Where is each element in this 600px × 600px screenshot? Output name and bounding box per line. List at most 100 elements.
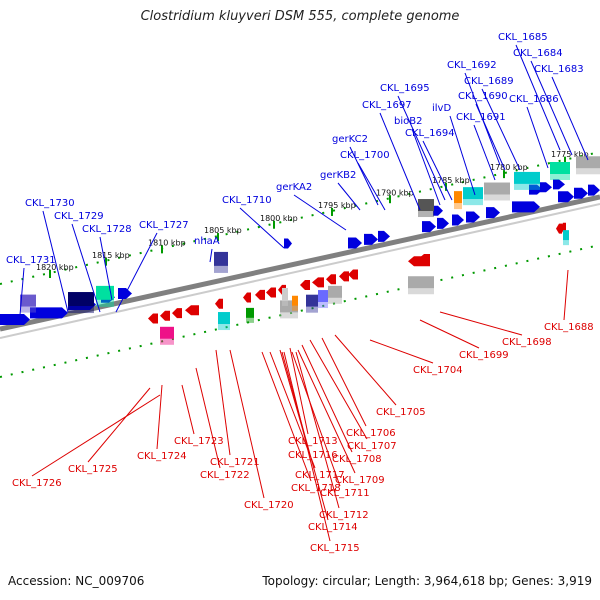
minus-gene-label-ckl_1712: CKL_1712: [319, 510, 369, 521]
minus-gene-arrow: [148, 313, 158, 324]
plus-gene-leader: [411, 128, 441, 206]
plus-gene-leader: [209, 248, 213, 263]
plus-gene-leader: [515, 44, 561, 151]
plus-gene-label-gerka2: gerKA2: [276, 182, 312, 193]
plus-gene-arrow: [284, 238, 292, 249]
minus-gene-leader: [181, 384, 195, 435]
plus-gene-arrow: [574, 187, 588, 199]
plus-gene-label-ckl_1700: CKL_1700: [340, 150, 390, 161]
minus-gene-label-ckl_1723: CKL_1723: [174, 436, 224, 447]
kbp-tick-label: 1795 kbp: [318, 201, 356, 210]
minus-gene-label-ckl_1724: CKL_1724: [137, 451, 187, 462]
plus-gene-label-gerkb2: gerKB2: [320, 170, 356, 181]
plus-gene-label-ckl_1731: CKL_1731: [6, 255, 56, 266]
plus-gene-label-ckl_1684: CKL_1684: [513, 48, 563, 59]
cog-box: [218, 312, 230, 325]
plus-gene-label-ckl_1730: CKL_1730: [25, 198, 75, 209]
minus-gene-label-ckl_1715: CKL_1715: [310, 543, 360, 554]
cog-box: [484, 182, 510, 195]
plus-gene-arrow: [437, 217, 449, 229]
cog-box-shadow: [282, 299, 288, 306]
plus-gene-leader: [379, 112, 421, 211]
minus-gene-arrow: [339, 271, 349, 282]
cog-box: [214, 251, 228, 266]
minus-gene-leader: [261, 351, 312, 482]
cog-box: [550, 162, 570, 174]
minus-gene-label-ckl_1725: CKL_1725: [68, 464, 118, 475]
plus-gene-leader: [530, 60, 573, 156]
plus-gene-arrow: [588, 184, 600, 196]
minus-gene-leader: [289, 347, 309, 435]
minus-gene-arrow: [185, 305, 199, 316]
minus-gene-label-ckl_1726: CKL_1726: [12, 478, 62, 489]
minus-gene-leader: [297, 349, 356, 474]
cog-box-shadow: [306, 306, 318, 313]
minus-gene-arrow: [160, 310, 170, 321]
plus-gene-leader: [551, 76, 589, 161]
plus-gene-leader: [526, 106, 549, 169]
cog-box-shadow: [280, 312, 298, 319]
accession-text: Accession: NC_009706: [8, 574, 145, 588]
plus-gene-arrow: [558, 191, 574, 203]
minus-gene-arrow: [418, 254, 430, 265]
plus-gene-arrow: [512, 201, 540, 213]
backbone-shadow: [0, 203, 600, 339]
plus-gene-arrow: [422, 221, 436, 233]
minus-gene-leader: [87, 387, 151, 463]
kbp-tick-label: 1800 kbp: [260, 214, 298, 223]
minus-gene-label-ckl_1688: CKL_1688: [544, 322, 594, 333]
kbp-tick-label: 1775 kbp: [551, 150, 589, 159]
cog-box: [576, 156, 600, 169]
minus-gene-arrow: [312, 277, 324, 288]
plus-gene-label-ckl_1727: CKL_1727: [139, 220, 189, 231]
minus-gene-leader: [301, 344, 353, 453]
cog-box-shadow: [160, 338, 174, 345]
minus-gene-arrow: [215, 298, 223, 309]
minus-gene-label-ckl_1698: CKL_1698: [502, 337, 552, 348]
backbone-upper: [0, 194, 600, 332]
cog-box-shadow: [96, 299, 114, 307]
cog-box-shadow: [563, 240, 569, 246]
minus-gene-arrow: [300, 280, 310, 290]
cog-box: [514, 171, 540, 184]
plus-gene-label-ckl_1729: CKL_1729: [54, 211, 104, 222]
cog-box: [418, 199, 434, 212]
minus-gene-label-ckl_1720: CKL_1720: [244, 500, 294, 511]
kbp-tick-label: 1805 kbp: [204, 226, 242, 235]
cog-box-shadow: [68, 306, 94, 314]
minus-gene-leader: [439, 311, 523, 336]
plus-gene-label-ckl_1692: CKL_1692: [447, 60, 497, 71]
minus-gene-label-ckl_1718: CKL_1718: [291, 483, 341, 494]
plus-gene-arrow: [433, 205, 443, 216]
plus-gene-arrow: [466, 211, 480, 223]
plus-gene-leader: [293, 194, 347, 231]
plus-gene-leader: [115, 232, 158, 313]
minus-gene-label-ckl_1705: CKL_1705: [376, 407, 426, 418]
plus-gene-label-gerkc2: gerKC2: [332, 134, 368, 145]
cog-box-shadow: [463, 199, 483, 206]
cog-box: [160, 326, 174, 339]
plus-gene-label-ckl_1685: CKL_1685: [498, 32, 548, 43]
minus-gene-arrow: [243, 292, 251, 303]
minus-gene-leader: [334, 334, 397, 406]
plus-gene-label-ckl_1683: CKL_1683: [534, 64, 584, 75]
cog-box-shadow: [550, 174, 570, 180]
plus-gene-leader: [42, 210, 69, 313]
minus-gene-label-ckl_1717: CKL_1717: [295, 470, 345, 481]
cog-box-shadow: [214, 265, 228, 273]
plus-gene-label-ckl_1695: CKL_1695: [380, 83, 430, 94]
cog-box-shadow: [418, 211, 434, 218]
cog-box: [292, 295, 298, 306]
map-title: Clostridium kluyveri DSM 555, complete g…: [140, 9, 460, 24]
cog-box-shadow: [454, 203, 462, 210]
cog-box-shadow: [514, 183, 540, 190]
minus-gene-arrow: [172, 308, 182, 319]
cog-box-shadow: [318, 302, 328, 309]
kbp-tick-label: 1820 kbp: [36, 263, 74, 272]
plus-gene-leader: [19, 267, 25, 316]
plus-gene-arrow: [378, 230, 390, 242]
minus-gene-arrow: [266, 287, 276, 298]
topology-text: Topology: circular; Length: 3,964,618 bp…: [262, 574, 592, 588]
